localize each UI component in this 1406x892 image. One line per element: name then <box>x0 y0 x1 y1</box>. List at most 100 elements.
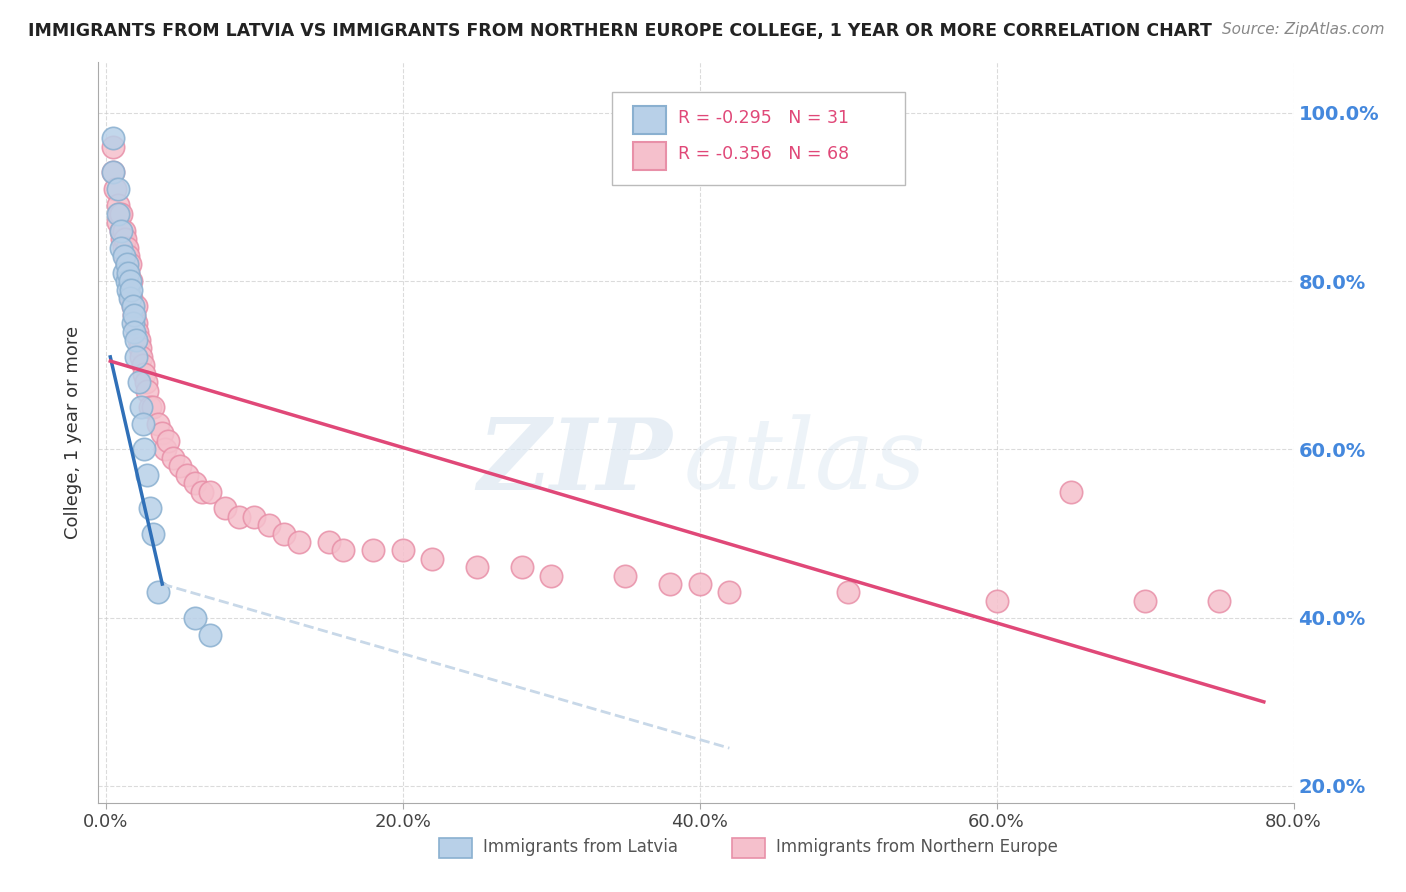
Point <box>117 266 139 280</box>
Point <box>257 518 280 533</box>
Text: IMMIGRANTS FROM LATVIA VS IMMIGRANTS FROM NORTHERN EUROPE COLLEGE, 1 YEAR OR MOR: IMMIGRANTS FROM LATVIA VS IMMIGRANTS FRO… <box>28 22 1212 40</box>
Point <box>288 535 311 549</box>
Point <box>1208 594 1230 608</box>
Point <box>124 350 146 364</box>
Point <box>837 585 859 599</box>
Text: R = -0.295   N = 31: R = -0.295 N = 31 <box>678 109 849 127</box>
Point <box>124 316 146 330</box>
Point <box>107 207 129 221</box>
Point <box>115 257 138 271</box>
Point <box>112 249 135 263</box>
Point <box>110 224 132 238</box>
Text: R = -0.356   N = 68: R = -0.356 N = 68 <box>678 145 849 162</box>
FancyBboxPatch shape <box>733 838 765 858</box>
Point <box>169 459 191 474</box>
Point <box>155 442 177 457</box>
Point <box>142 526 165 541</box>
Point <box>718 585 741 599</box>
Point <box>422 551 444 566</box>
Point <box>1060 484 1083 499</box>
Point <box>132 417 155 432</box>
Point <box>214 501 236 516</box>
Point <box>115 257 138 271</box>
Point <box>108 207 131 221</box>
Point <box>391 543 413 558</box>
Point <box>125 325 148 339</box>
Text: Source: ZipAtlas.com: Source: ZipAtlas.com <box>1222 22 1385 37</box>
FancyBboxPatch shape <box>613 92 905 185</box>
FancyBboxPatch shape <box>633 142 666 169</box>
Point <box>115 274 138 288</box>
Point <box>228 509 250 524</box>
Point <box>122 308 145 322</box>
Point <box>191 484 214 499</box>
Point <box>114 232 136 246</box>
Point <box>121 316 143 330</box>
Point <box>104 181 127 195</box>
Point <box>986 594 1008 608</box>
Point <box>176 467 198 482</box>
Text: Immigrants from Latvia: Immigrants from Latvia <box>484 838 678 856</box>
Point <box>361 543 384 558</box>
Point <box>103 165 125 179</box>
Point <box>132 359 155 373</box>
Point <box>510 560 533 574</box>
Point <box>134 442 156 457</box>
Point <box>117 266 139 280</box>
Point <box>120 283 142 297</box>
Point <box>146 585 169 599</box>
Point <box>115 240 138 255</box>
Point <box>465 560 488 574</box>
Point <box>332 543 354 558</box>
Point <box>110 224 132 238</box>
Point <box>136 384 159 398</box>
Text: ZIP: ZIP <box>477 414 672 510</box>
Point <box>124 333 146 347</box>
Point <box>121 300 143 314</box>
Y-axis label: College, 1 year or more: College, 1 year or more <box>65 326 83 539</box>
Point <box>659 577 682 591</box>
Point <box>184 610 207 624</box>
Point <box>112 224 135 238</box>
Point <box>110 207 132 221</box>
Point <box>118 274 141 288</box>
Point <box>103 139 125 153</box>
Point <box>110 240 132 255</box>
Point <box>689 577 711 591</box>
Point <box>120 291 142 305</box>
Point <box>128 333 150 347</box>
Point <box>162 450 184 465</box>
Point <box>122 325 145 339</box>
Point <box>131 350 153 364</box>
Point <box>118 257 141 271</box>
Text: Immigrants from Northern Europe: Immigrants from Northern Europe <box>776 838 1057 856</box>
Point <box>157 434 180 448</box>
Point <box>139 401 162 415</box>
Point <box>139 501 162 516</box>
Point <box>107 215 129 229</box>
Point <box>117 249 139 263</box>
Text: atlas: atlas <box>685 415 927 510</box>
Point <box>128 375 150 389</box>
Point <box>120 274 142 288</box>
Point <box>198 627 221 641</box>
Point <box>150 425 173 440</box>
Point <box>103 131 125 145</box>
Point <box>131 401 153 415</box>
FancyBboxPatch shape <box>439 838 472 858</box>
Point <box>112 240 135 255</box>
Point <box>134 367 156 381</box>
Point <box>114 249 136 263</box>
Point <box>129 342 152 356</box>
Point <box>142 401 165 415</box>
Point <box>273 526 295 541</box>
Point <box>107 181 129 195</box>
Point <box>184 476 207 491</box>
Point <box>107 198 129 212</box>
Point <box>103 165 125 179</box>
Point <box>198 484 221 499</box>
Point <box>118 274 141 288</box>
Point <box>124 300 146 314</box>
Point <box>243 509 266 524</box>
Point <box>614 568 637 582</box>
